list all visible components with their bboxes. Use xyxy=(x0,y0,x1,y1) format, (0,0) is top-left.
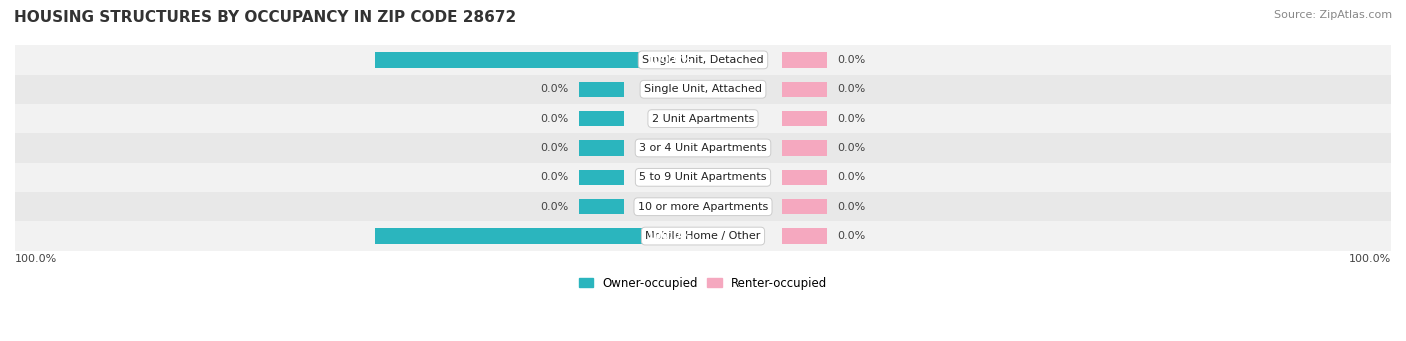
Bar xyxy=(15,104,1391,133)
Text: Mobile Home / Other: Mobile Home / Other xyxy=(645,231,761,241)
Text: Source: ZipAtlas.com: Source: ZipAtlas.com xyxy=(1274,10,1392,20)
Text: 0.0%: 0.0% xyxy=(838,84,866,94)
Bar xyxy=(782,228,828,244)
Bar xyxy=(15,75,1391,104)
Text: 100.0%: 100.0% xyxy=(647,55,693,65)
Text: 0.0%: 0.0% xyxy=(838,114,866,124)
Text: 0.0%: 0.0% xyxy=(540,143,568,153)
Bar xyxy=(782,199,828,214)
Text: 3 or 4 Unit Apartments: 3 or 4 Unit Apartments xyxy=(640,143,766,153)
Text: 0.0%: 0.0% xyxy=(540,114,568,124)
Text: 0.0%: 0.0% xyxy=(540,202,568,212)
Bar xyxy=(782,111,828,126)
Bar xyxy=(782,140,828,155)
Bar xyxy=(782,52,828,68)
Text: 0.0%: 0.0% xyxy=(540,172,568,182)
Text: 0.0%: 0.0% xyxy=(838,231,866,241)
Text: 0.0%: 0.0% xyxy=(540,84,568,94)
Text: 0.0%: 0.0% xyxy=(838,202,866,212)
Text: 5 to 9 Unit Apartments: 5 to 9 Unit Apartments xyxy=(640,172,766,182)
Text: 0.0%: 0.0% xyxy=(838,172,866,182)
Bar xyxy=(578,140,624,155)
Text: Single Unit, Attached: Single Unit, Attached xyxy=(644,84,762,94)
Text: 0.0%: 0.0% xyxy=(838,143,866,153)
Text: 0.0%: 0.0% xyxy=(838,55,866,65)
Text: Single Unit, Detached: Single Unit, Detached xyxy=(643,55,763,65)
Bar xyxy=(15,221,1391,251)
Text: 2 Unit Apartments: 2 Unit Apartments xyxy=(652,114,754,124)
Bar xyxy=(578,81,624,97)
Bar xyxy=(15,163,1391,192)
Bar xyxy=(375,52,703,68)
Text: 100.0%: 100.0% xyxy=(647,231,693,241)
Bar xyxy=(15,133,1391,163)
Bar xyxy=(375,228,703,244)
Text: HOUSING STRUCTURES BY OCCUPANCY IN ZIP CODE 28672: HOUSING STRUCTURES BY OCCUPANCY IN ZIP C… xyxy=(14,10,516,25)
Bar xyxy=(15,45,1391,75)
Bar xyxy=(578,170,624,185)
Bar xyxy=(15,192,1391,221)
Bar xyxy=(578,111,624,126)
Bar xyxy=(782,170,828,185)
Bar xyxy=(782,81,828,97)
Text: 100.0%: 100.0% xyxy=(1348,254,1391,264)
Text: 100.0%: 100.0% xyxy=(15,254,58,264)
Legend: Owner-occupied, Renter-occupied: Owner-occupied, Renter-occupied xyxy=(574,272,832,294)
Text: 10 or more Apartments: 10 or more Apartments xyxy=(638,202,768,212)
Bar xyxy=(578,199,624,214)
